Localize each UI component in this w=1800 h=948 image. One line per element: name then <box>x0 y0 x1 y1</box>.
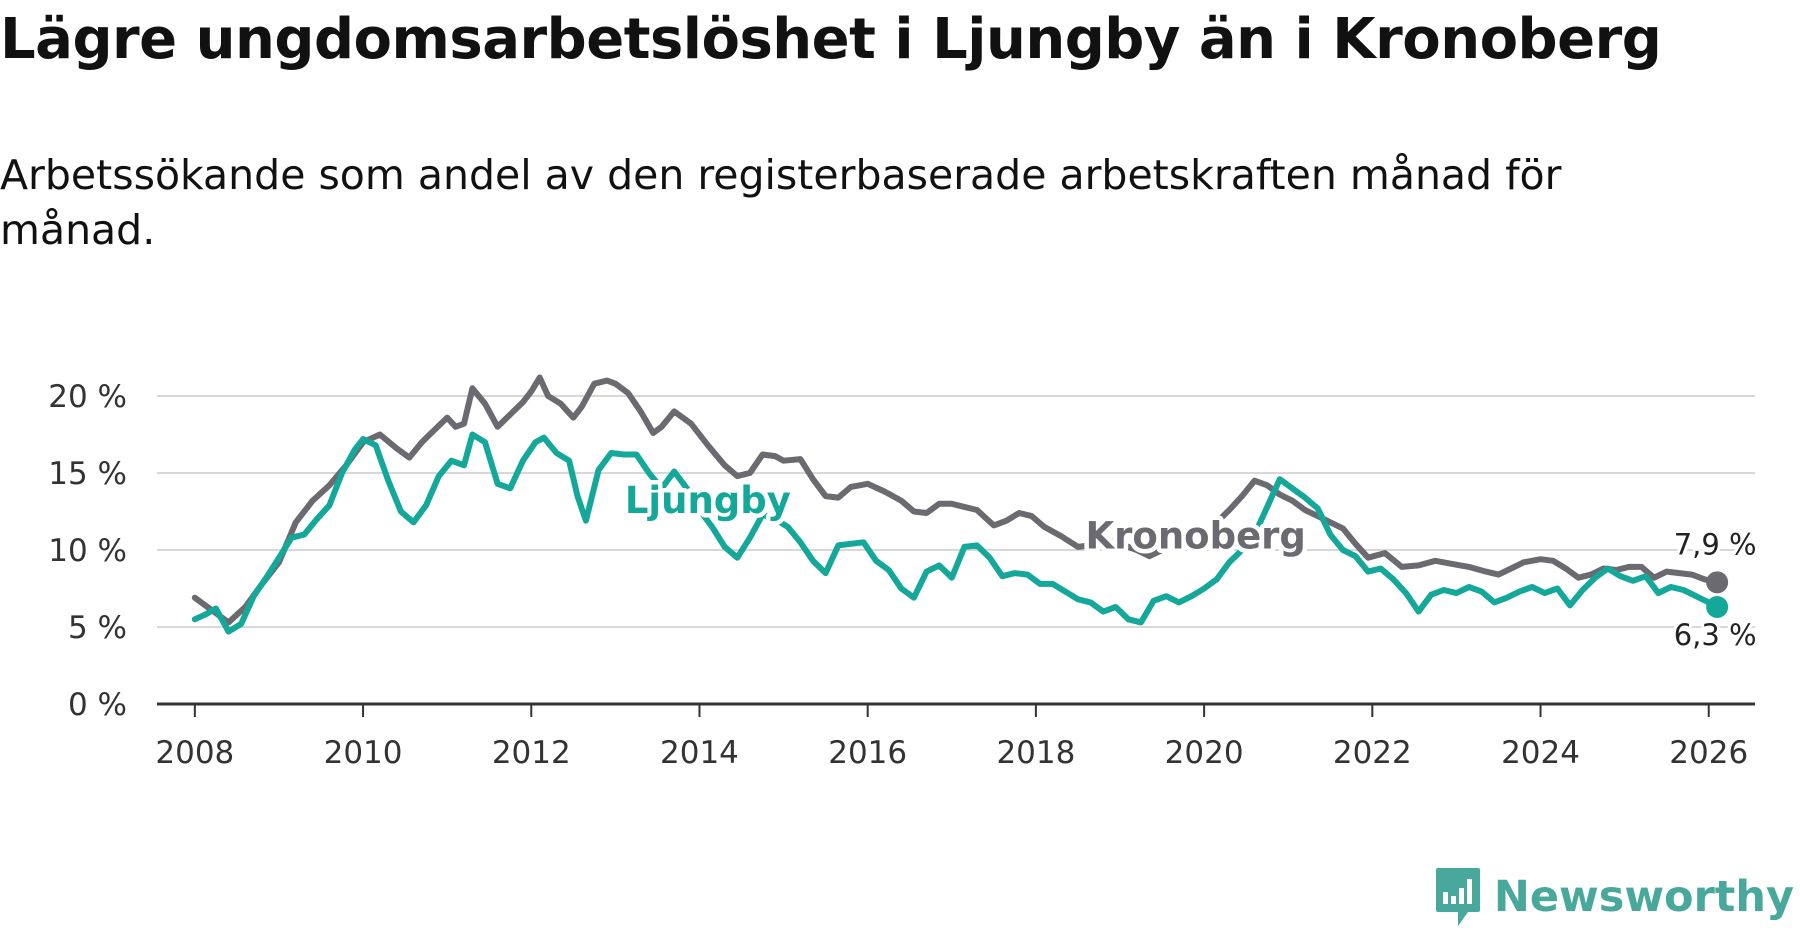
end-point-kronoberg <box>1706 571 1729 594</box>
y-tick-label: 0 % <box>68 687 127 723</box>
x-tick-label: 2026 <box>1669 735 1748 771</box>
series-lines <box>191 374 1729 635</box>
y-tick-label: 20 % <box>48 379 127 415</box>
series-label-ljungby: Ljungby <box>625 479 791 522</box>
newsworthy-logo-icon <box>1435 868 1480 926</box>
x-tick-label: 2008 <box>155 735 234 771</box>
y-tick-label: 15 % <box>48 456 127 492</box>
x-tick-label: 2018 <box>996 735 1075 771</box>
series-label-kronoberg: Kronoberg <box>1085 514 1305 557</box>
series-line-ljungby <box>191 431 1721 635</box>
x-tick-label: 2012 <box>492 735 571 771</box>
y-tick-label: 5 % <box>68 610 127 646</box>
x-tick-label: 2020 <box>1165 735 1244 771</box>
x-tick-label: 2022 <box>1333 735 1412 771</box>
end-value-label-kronoberg: 7,9 % <box>1674 527 1757 561</box>
y-tick-label: 10 % <box>48 533 127 569</box>
grid-lines <box>157 395 1755 628</box>
series-labels: Kronoberg 7,9 % Ljungby 6,3 % <box>620 475 1759 655</box>
brand-name: Newsworthy <box>1493 872 1794 922</box>
series-line-kronoberg <box>191 374 1721 626</box>
x-tick-label: 2010 <box>324 735 403 771</box>
chart-subtitle: Arbetssökande som andel av den registerb… <box>0 151 1562 254</box>
x-tick-label: 2024 <box>1501 735 1580 771</box>
x-tick-label: 2014 <box>660 735 739 771</box>
end-point-ljungby <box>1706 595 1729 618</box>
x-tick-label: 2016 <box>828 735 907 771</box>
chart-title: Lägre ungdomsarbetslöshet i Ljungby än i… <box>0 7 1662 72</box>
newsworthy-brand: Newsworthy <box>1434 866 1794 928</box>
x-axis: 2008 2010 2012 2014 2016 2018 2020 2022 2024 2026 <box>155 702 1755 771</box>
end-value-label-ljungby: 6,3 % <box>1674 618 1757 652</box>
y-axis-ticks: 0 % 5 % 10 % 15 % 20 % <box>48 379 127 723</box>
